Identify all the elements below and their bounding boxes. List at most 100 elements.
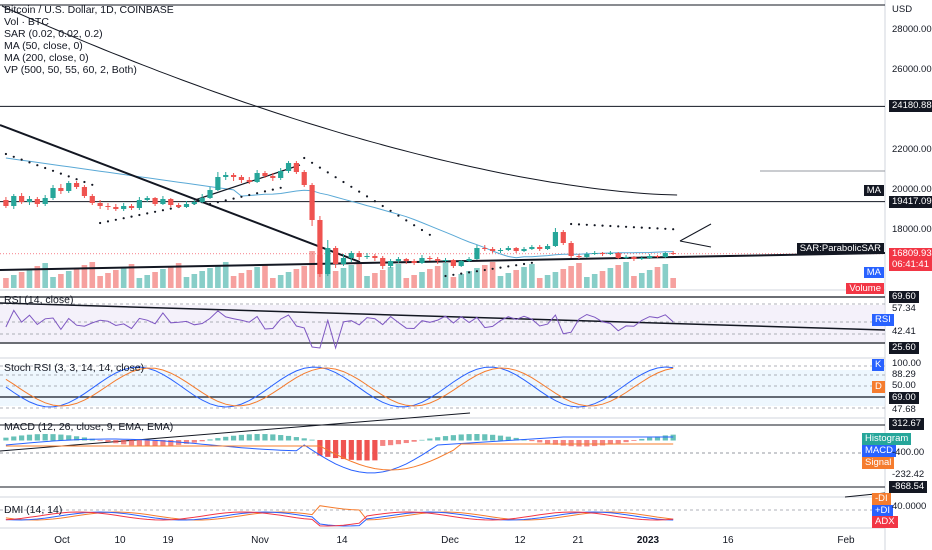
- volume-bar: [332, 271, 339, 288]
- sar-dot: [263, 190, 267, 193]
- price-tick-label[interactable]: 28000.00: [892, 24, 932, 35]
- price-tick-label[interactable]: 18000.00: [892, 224, 932, 235]
- time-axis-label: 16: [722, 535, 734, 546]
- candle-body: [176, 205, 182, 207]
- ma-200-line: [1, 5, 678, 196]
- sar-dot: [271, 188, 274, 191]
- macd-histogram-bar: [113, 440, 119, 444]
- candle-body: [50, 188, 56, 198]
- pane-indicator-tag[interactable]: SAR:ParabolicSAR: [796, 243, 884, 254]
- price-pane[interactable]: [0, 4, 886, 288]
- macd-histogram-bar: [576, 440, 582, 447]
- time-axis-label: 12: [514, 535, 526, 546]
- dmi-axis-label[interactable]: +DI: [872, 505, 894, 517]
- macd-axis-label[interactable]: -400.00: [892, 447, 925, 458]
- sar-dot: [405, 219, 408, 222]
- dmi-pane[interactable]: [0, 492, 886, 527]
- indicator-ma50-legend[interactable]: MA (50, close, 0): [4, 40, 83, 52]
- price-tick-label[interactable]: 20000.00: [892, 184, 932, 195]
- volume-bar: [560, 269, 567, 288]
- sar-dot: [114, 218, 117, 221]
- indicator-ma200-legend[interactable]: MA (200, close, 0): [4, 52, 89, 64]
- currency-label[interactable]: USD: [892, 4, 913, 15]
- macd-histogram-bar: [505, 436, 511, 441]
- stoch-rsi-pane[interactable]: [0, 365, 885, 409]
- rsi-axis-label[interactable]: 69.60: [889, 291, 919, 303]
- sar-dot: [99, 221, 102, 225]
- sar-dot: [475, 270, 479, 273]
- price-marker-label[interactable]: 16809.93: [889, 247, 932, 260]
- stoch-axis-label[interactable]: 50.00: [892, 380, 916, 391]
- stoch-axis-label[interactable]: 100.00: [892, 358, 922, 369]
- rsi-axis-label[interactable]: 25.60: [889, 342, 919, 354]
- price-tick-label[interactable]: 22000.00: [892, 144, 932, 155]
- macd-histogram-bar: [497, 435, 504, 441]
- sar-dot: [389, 209, 392, 212]
- candle-body: [647, 256, 653, 258]
- stoch-axis-label[interactable]: D: [872, 381, 885, 393]
- macd-axis-label[interactable]: Histogram: [862, 433, 912, 445]
- chart-background: [0, 0, 886, 550]
- volume-bar: [65, 271, 72, 288]
- sar-dot: [577, 223, 581, 226]
- volume-bar: [356, 262, 362, 288]
- volume-bar: [128, 264, 135, 288]
- symbol-title[interactable]: Bitcoin / U.S. Dollar, 1D, COINBASE: [4, 4, 174, 16]
- rsi-trend-line: [0, 302, 886, 331]
- volume-bar: [466, 271, 472, 288]
- candle-body: [623, 257, 629, 258]
- rsi-title[interactable]: RSI (14, close): [4, 294, 74, 306]
- dmi-title[interactable]: DMI (14, 14): [4, 504, 63, 516]
- macd-title[interactable]: MACD (12, 26, close, 9, EMA, EMA): [4, 421, 174, 433]
- price-marker-label[interactable]: 19417.09: [889, 195, 932, 208]
- candle-body: [89, 196, 95, 203]
- macd-axis-label[interactable]: -868.54: [889, 481, 928, 493]
- macd-axis-label[interactable]: MACD: [862, 445, 896, 457]
- pane-indicator-tag[interactable]: MA: [863, 267, 884, 278]
- volume-bar: [183, 277, 190, 288]
- macd-histogram-bar: [160, 440, 166, 447]
- volume-bar: [434, 266, 441, 288]
- macd-axis-label[interactable]: 312.67: [889, 418, 925, 430]
- pane-indicator-tag[interactable]: MA: [863, 185, 884, 196]
- pane-indicator-tag[interactable]: Volume: [846, 283, 884, 294]
- rsi-axis-label[interactable]: 57.34: [892, 303, 916, 314]
- stoch-title[interactable]: Stoch RSI (3, 3, 14, 14, close): [4, 362, 145, 374]
- price-tick-label[interactable]: 26000.00: [892, 64, 932, 75]
- dmi-axis-label[interactable]: ADX: [872, 516, 898, 528]
- macd-histogram-bar: [513, 437, 519, 441]
- sar-dot: [248, 193, 251, 197]
- stoch-axis-label[interactable]: 47.68: [892, 404, 916, 415]
- volume-bar: [105, 273, 111, 288]
- candle-body: [592, 253, 598, 254]
- time-axis-label: Oct: [54, 535, 70, 546]
- stoch-axis-label[interactable]: K: [872, 359, 885, 371]
- time-axis-label: 10: [114, 535, 126, 546]
- indicator-sar-legend[interactable]: SAR (0.02, 0.02, 0.2): [4, 28, 103, 40]
- stoch-axis-label[interactable]: 69.00: [889, 392, 919, 404]
- rsi-pane[interactable]: [0, 296, 886, 350]
- rsi-axis-label[interactable]: 42.41: [892, 326, 916, 337]
- volume-bar: [427, 269, 433, 288]
- volume-bar: [230, 276, 237, 288]
- price-marker-label[interactable]: 24180.88: [889, 100, 932, 113]
- macd-axis-label[interactable]: -232.42: [892, 469, 925, 480]
- rsi-axis-label[interactable]: RSI: [872, 314, 894, 326]
- volume-bar: [348, 265, 355, 288]
- macd-pane[interactable]: [0, 412, 885, 488]
- stoch-axis-label[interactable]: 88.29: [892, 369, 916, 380]
- candle-body: [372, 256, 378, 258]
- volume-legend[interactable]: Vol · BTC: [4, 16, 49, 28]
- volume-bar: [160, 269, 166, 288]
- candle-body: [537, 247, 543, 249]
- volume-bar: [419, 272, 425, 288]
- dmi-axis-label[interactable]: 40.0000: [892, 501, 927, 512]
- macd-histogram-bar: [474, 434, 480, 441]
- dmi-axis-label[interactable]: -DI: [872, 493, 891, 505]
- macd-axis-label[interactable]: Signal: [862, 457, 895, 469]
- sar-dot: [91, 183, 94, 186]
- price-marker-label[interactable]: 06:41:41: [889, 258, 932, 271]
- indicator-vp-legend[interactable]: VP (500, 50, 55, 60, 2, Both): [4, 64, 137, 76]
- volume-bar: [175, 263, 182, 288]
